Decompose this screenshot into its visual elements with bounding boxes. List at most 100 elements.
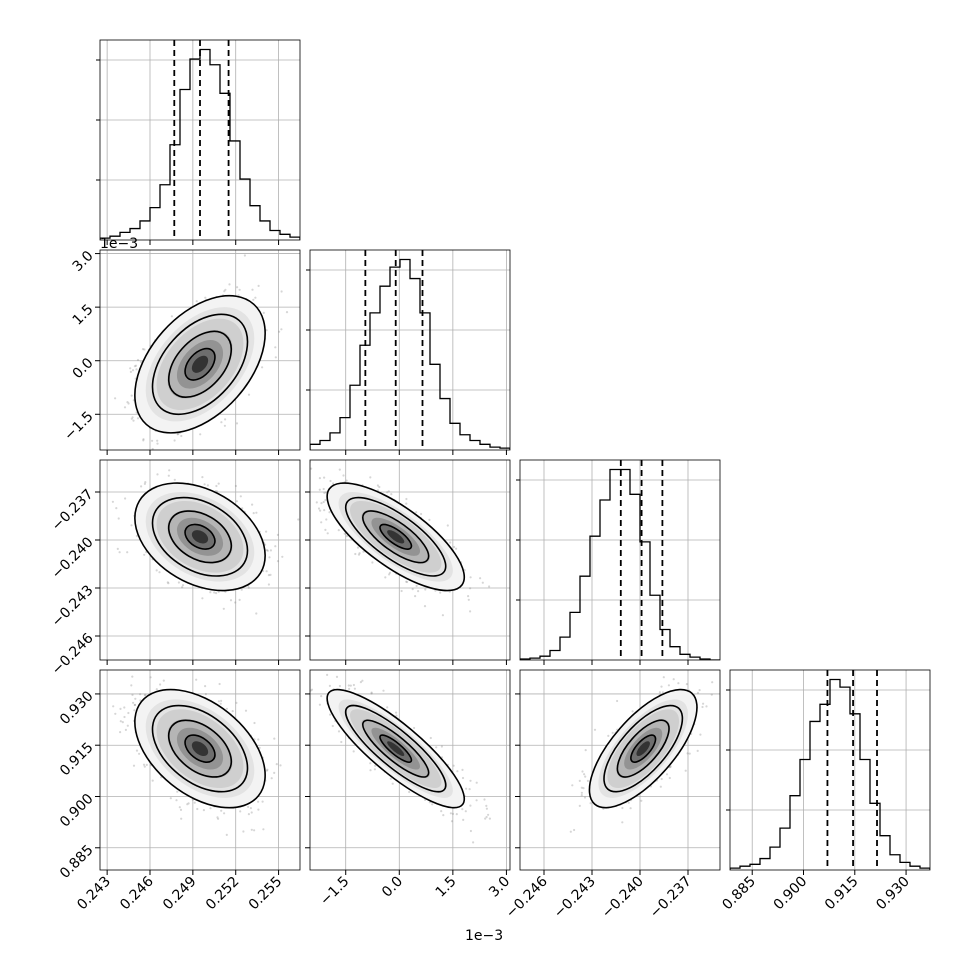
sample-point [424,588,427,591]
sample-point [252,298,255,301]
density-contour [362,510,430,564]
panel-2-2 [516,459,721,665]
panel-plot-area [520,460,720,660]
sample-point [220,699,223,702]
sample-point [269,549,272,552]
sample-point [414,595,417,598]
sample-point [310,467,313,470]
sample-point [119,720,122,723]
sample-point [280,328,283,331]
sample-point [328,511,331,514]
sample-point [247,586,250,589]
sample-point [242,830,245,833]
sample-point [297,518,300,521]
sample-point [278,330,281,333]
sample-point [274,545,277,548]
sample-point [234,601,237,604]
sample-point [371,561,374,564]
sample-point [131,369,135,372]
sample-point [488,585,491,588]
sample-point [209,807,212,810]
sample-point [240,588,243,591]
y-tick-label: −0.243 [49,582,97,630]
sample-point [358,552,361,555]
sample-point [114,712,117,715]
sample-point [219,702,222,705]
panel-plot-area [310,250,510,450]
sample-point [141,348,145,351]
panel-1-1 [306,249,511,455]
sample-point [342,474,345,477]
y-tick-label: −0.246 [49,630,97,678]
sample-point [203,483,206,486]
sample-point [406,580,409,584]
sample-point [220,421,223,424]
sample-point [324,499,327,502]
sample-point [156,473,159,476]
sample-point [139,360,142,363]
sample-point [255,612,258,615]
sample-point [119,707,122,710]
sample-point [247,393,251,396]
sample-point [181,586,184,589]
sample-point [130,524,133,527]
sample-point [180,434,183,438]
sample-point [144,450,146,452]
panel-2-0: −0.246−0.243−0.240−0.237 [49,459,301,678]
y-tick-label: 0.0 [70,355,97,382]
sample-point [319,509,322,512]
sample-point [326,532,329,535]
sample-point [254,296,257,299]
sample-point [322,487,325,491]
sample-point [143,553,146,556]
sample-point [405,497,408,501]
sample-point [114,397,117,400]
sample-point [453,545,456,549]
sample-point [124,497,127,500]
sample-point [467,598,470,601]
sample-point [215,484,218,488]
sample-point [324,528,327,531]
sample-point [281,555,284,558]
density-contour [344,496,447,577]
sample-point [411,588,414,591]
sample-point [423,605,427,608]
density-contour [184,523,216,550]
sample-point [236,286,239,289]
sample-point [217,482,220,485]
sample-point [225,707,228,710]
sample-point [215,592,218,595]
density-contour [167,510,233,564]
sample-point [201,476,204,479]
sample-point [265,570,268,573]
sample-point [151,447,154,450]
sample-point [338,468,341,471]
y-tick-label: −1.5 [61,409,96,444]
sample-point [356,546,360,549]
sample-point [323,476,326,479]
density-contour [151,496,249,577]
sample-point [481,581,484,584]
sample-point [251,503,254,506]
sample-point [285,311,289,314]
sample-point [130,394,133,397]
sample-point [323,491,326,494]
sample-point [116,547,119,550]
sample-point [357,553,361,556]
sample-point [118,551,121,554]
sample-point [318,488,321,491]
sample-point [170,315,173,318]
sample-point [420,512,423,516]
sample-point [151,779,154,782]
sample-point [388,571,392,574]
sample-point [131,416,134,419]
sample-point [127,711,130,715]
panel-frame [519,459,721,661]
sample-point [131,675,134,678]
sample-point [479,577,482,580]
panel-frame [99,249,301,451]
sample-point [223,812,226,815]
sample-point [378,485,381,489]
sample-point [195,300,198,303]
sample-point [133,365,136,368]
